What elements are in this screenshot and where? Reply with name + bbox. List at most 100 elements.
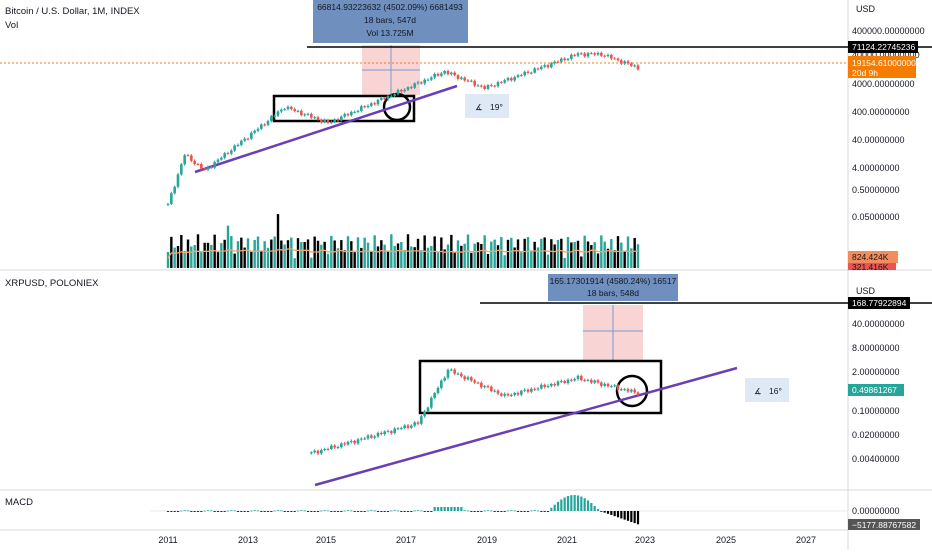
macd-bar [500, 511, 503, 512]
btc-candle [376, 99, 380, 105]
btc-candle [286, 106, 290, 110]
xrp-price-axis[interactable]: 40.00000000 8.00000000 2.00000000 0.1000… [852, 319, 905, 464]
xrp-candle [483, 386, 486, 388]
macd-bar [380, 511, 383, 512]
xrp-trendline[interactable] [314, 366, 738, 487]
btc-candle [626, 61, 630, 64]
xrp-candle [620, 389, 623, 391]
xrp-candles[interactable] [310, 368, 640, 456]
macd-bar [363, 511, 366, 512]
macd-bar [546, 511, 550, 512]
xrp-candle [513, 392, 516, 395]
btc-candle [413, 83, 416, 88]
xrp-ytick: 40.00000000 [852, 319, 905, 329]
btc-trendline[interactable] [194, 84, 458, 174]
xrp-pane-title: XRPUSD, POLONIEX [5, 278, 99, 289]
btc-volume-bar [296, 238, 300, 268]
xrp-angle-box[interactable] [745, 378, 789, 402]
btc-measure-box[interactable] [313, 0, 468, 43]
btc-volume-bar [206, 242, 210, 268]
btc-volume-ma-tag [848, 263, 896, 270]
macd-bar [443, 507, 446, 511]
btc-volume-bar [573, 242, 576, 268]
btc-pane-title: Bitcoin / U.S. Dollar, 1M, INDEX [5, 6, 140, 17]
macd-bar [520, 511, 523, 512]
macd-bar [473, 511, 476, 512]
btc-price-axis[interactable]: 400000.00000000 40000.00000000 4000.0000… [852, 26, 925, 222]
btc-candle [550, 63, 553, 68]
btc-volume-bar [300, 242, 303, 268]
macd-bar [353, 511, 356, 512]
btc-volume-bar [626, 236, 630, 268]
btc-volume-bar [276, 214, 280, 268]
btc-volume-bar [586, 241, 590, 268]
xrp-candle [376, 432, 380, 437]
btc-volume-bars[interactable] [166, 214, 640, 268]
xrp-candle [410, 425, 413, 428]
xtick: 2023 [635, 535, 655, 545]
btc-candle [306, 113, 310, 115]
xrp-measure-box[interactable] [548, 274, 678, 301]
btc-candle [336, 119, 340, 121]
btc-candle [553, 61, 556, 64]
btc-countdown-text: 20d 9h [852, 68, 878, 78]
xrp-consolidation-box[interactable] [418, 359, 663, 415]
xrp-candle [623, 389, 626, 391]
btc-volume-bar [483, 235, 486, 268]
xrp-candle [613, 385, 616, 387]
macd-bar [450, 507, 453, 511]
macd-histogram[interactable] [166, 495, 640, 525]
time-axis[interactable]: 2011 2013 2015 2017 2019 2021 2023 2025 … [158, 535, 816, 545]
xrp-candle [323, 448, 326, 451]
btc-candle [296, 110, 300, 112]
xrp-candle [606, 383, 610, 387]
btc-candle [566, 58, 570, 61]
xrp-candle [333, 445, 336, 448]
xrp-breakout-circle[interactable] [615, 374, 649, 408]
btc-volume-bar [283, 244, 286, 268]
btc-candle [503, 80, 506, 83]
btc-consolidation-box[interactable] [272, 94, 416, 123]
macd-bar [256, 510, 260, 512]
btc-candle [350, 111, 353, 116]
macd-bar [226, 510, 230, 512]
macd-bar [570, 495, 573, 511]
btc-ytick: 4000.00000000 [852, 79, 915, 89]
btc-ytick: 400.00000000 [852, 107, 910, 117]
xrp-candle [610, 386, 613, 388]
btc-volume-bar [603, 241, 606, 268]
btc-candle [206, 167, 210, 170]
xrp-candle [420, 416, 423, 424]
btc-volume-bar [203, 242, 206, 268]
macd-bar [190, 511, 193, 512]
btc-volume-bar [326, 253, 330, 268]
xrp-candle [446, 369, 450, 378]
btc-candle [346, 114, 350, 116]
btc-volume-bar [623, 251, 626, 268]
macd-bar [170, 511, 173, 512]
macd-bar [336, 511, 340, 512]
macd-bar [233, 510, 236, 512]
macd-bar [356, 511, 360, 512]
macd-bar [393, 510, 396, 512]
btc-volume-bar [506, 239, 510, 268]
btc-candle [203, 168, 206, 170]
xrp-candle [520, 390, 523, 395]
btc-volume-bar [443, 249, 446, 268]
btc-volume-bar [446, 244, 450, 268]
xrp-candle [466, 377, 470, 380]
xtick: 2013 [238, 535, 258, 545]
btc-candle [320, 119, 323, 123]
xrp-candle [436, 387, 440, 394]
macd-bar [220, 511, 223, 512]
xrp-candle [476, 382, 480, 384]
macd-bar [273, 510, 276, 512]
macd-bar [260, 511, 263, 512]
btc-volume-bar [216, 252, 220, 268]
btc-candle [593, 53, 596, 55]
macd-bar [323, 510, 326, 512]
btc-angle-box[interactable] [465, 94, 509, 118]
btc-candle [330, 121, 333, 123]
btc-candles[interactable] [166, 51, 640, 207]
